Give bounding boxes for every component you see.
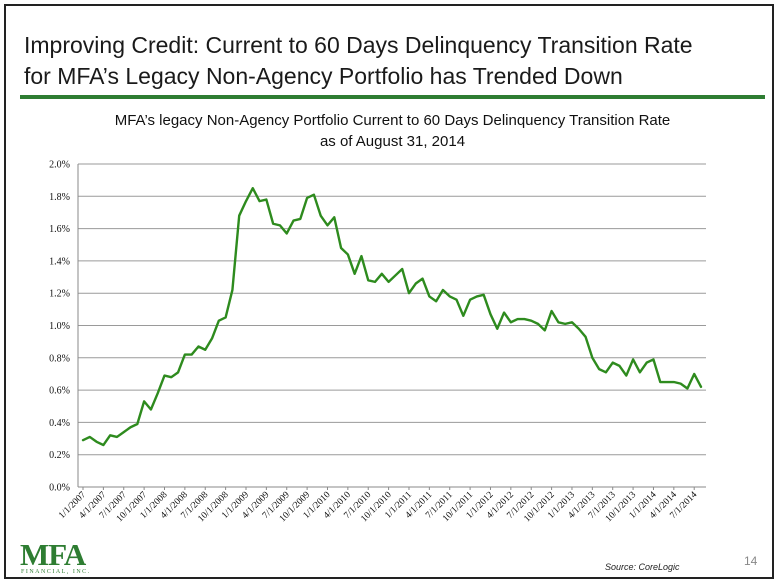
- y-tick-label: 0.4%: [49, 418, 70, 429]
- y-tick-label: 0.8%: [49, 353, 70, 364]
- y-tick-label: 1.2%: [49, 289, 70, 300]
- chart-title: MFA’s legacy Non-Agency Portfolio Curren…: [20, 110, 765, 152]
- slide-frame: [4, 4, 774, 579]
- y-tick-label: 0.0%: [49, 483, 70, 494]
- logo-subtitle: FINANCIAL, INC.: [21, 569, 91, 575]
- logo-wordmark: MFA: [20, 537, 86, 572]
- series-line: [81, 187, 703, 447]
- y-tick-label: 1.0%: [49, 321, 70, 332]
- y-tick-label: 1.6%: [49, 224, 70, 235]
- slide-title: Improving Credit: Current to 60 Days Del…: [24, 30, 754, 92]
- page-number: 14: [744, 554, 758, 568]
- y-tick-label: 0.6%: [49, 386, 70, 397]
- chart-title-line-1: MFA’s legacy Non-Agency Portfolio Curren…: [114, 112, 671, 129]
- y-tick-label: 2.0%: [49, 160, 70, 171]
- slide-title-line-1: Improving Credit: Current to 60 Days Del…: [24, 32, 693, 58]
- y-tick-label: 0.2%: [49, 450, 70, 461]
- title-divider: [20, 95, 765, 99]
- y-tick-label: 1.4%: [49, 256, 70, 267]
- company-logo: MFA FINANCIAL, INC.: [20, 537, 100, 580]
- slide-title-line-2: for MFA’s Legacy Non-Agency Portfolio ha…: [24, 63, 623, 89]
- source-note: Source: CoreLogic: [605, 562, 680, 572]
- chart-title-line-2: as of August 31, 2014: [319, 133, 466, 150]
- y-tick-label: 1.8%: [49, 192, 70, 203]
